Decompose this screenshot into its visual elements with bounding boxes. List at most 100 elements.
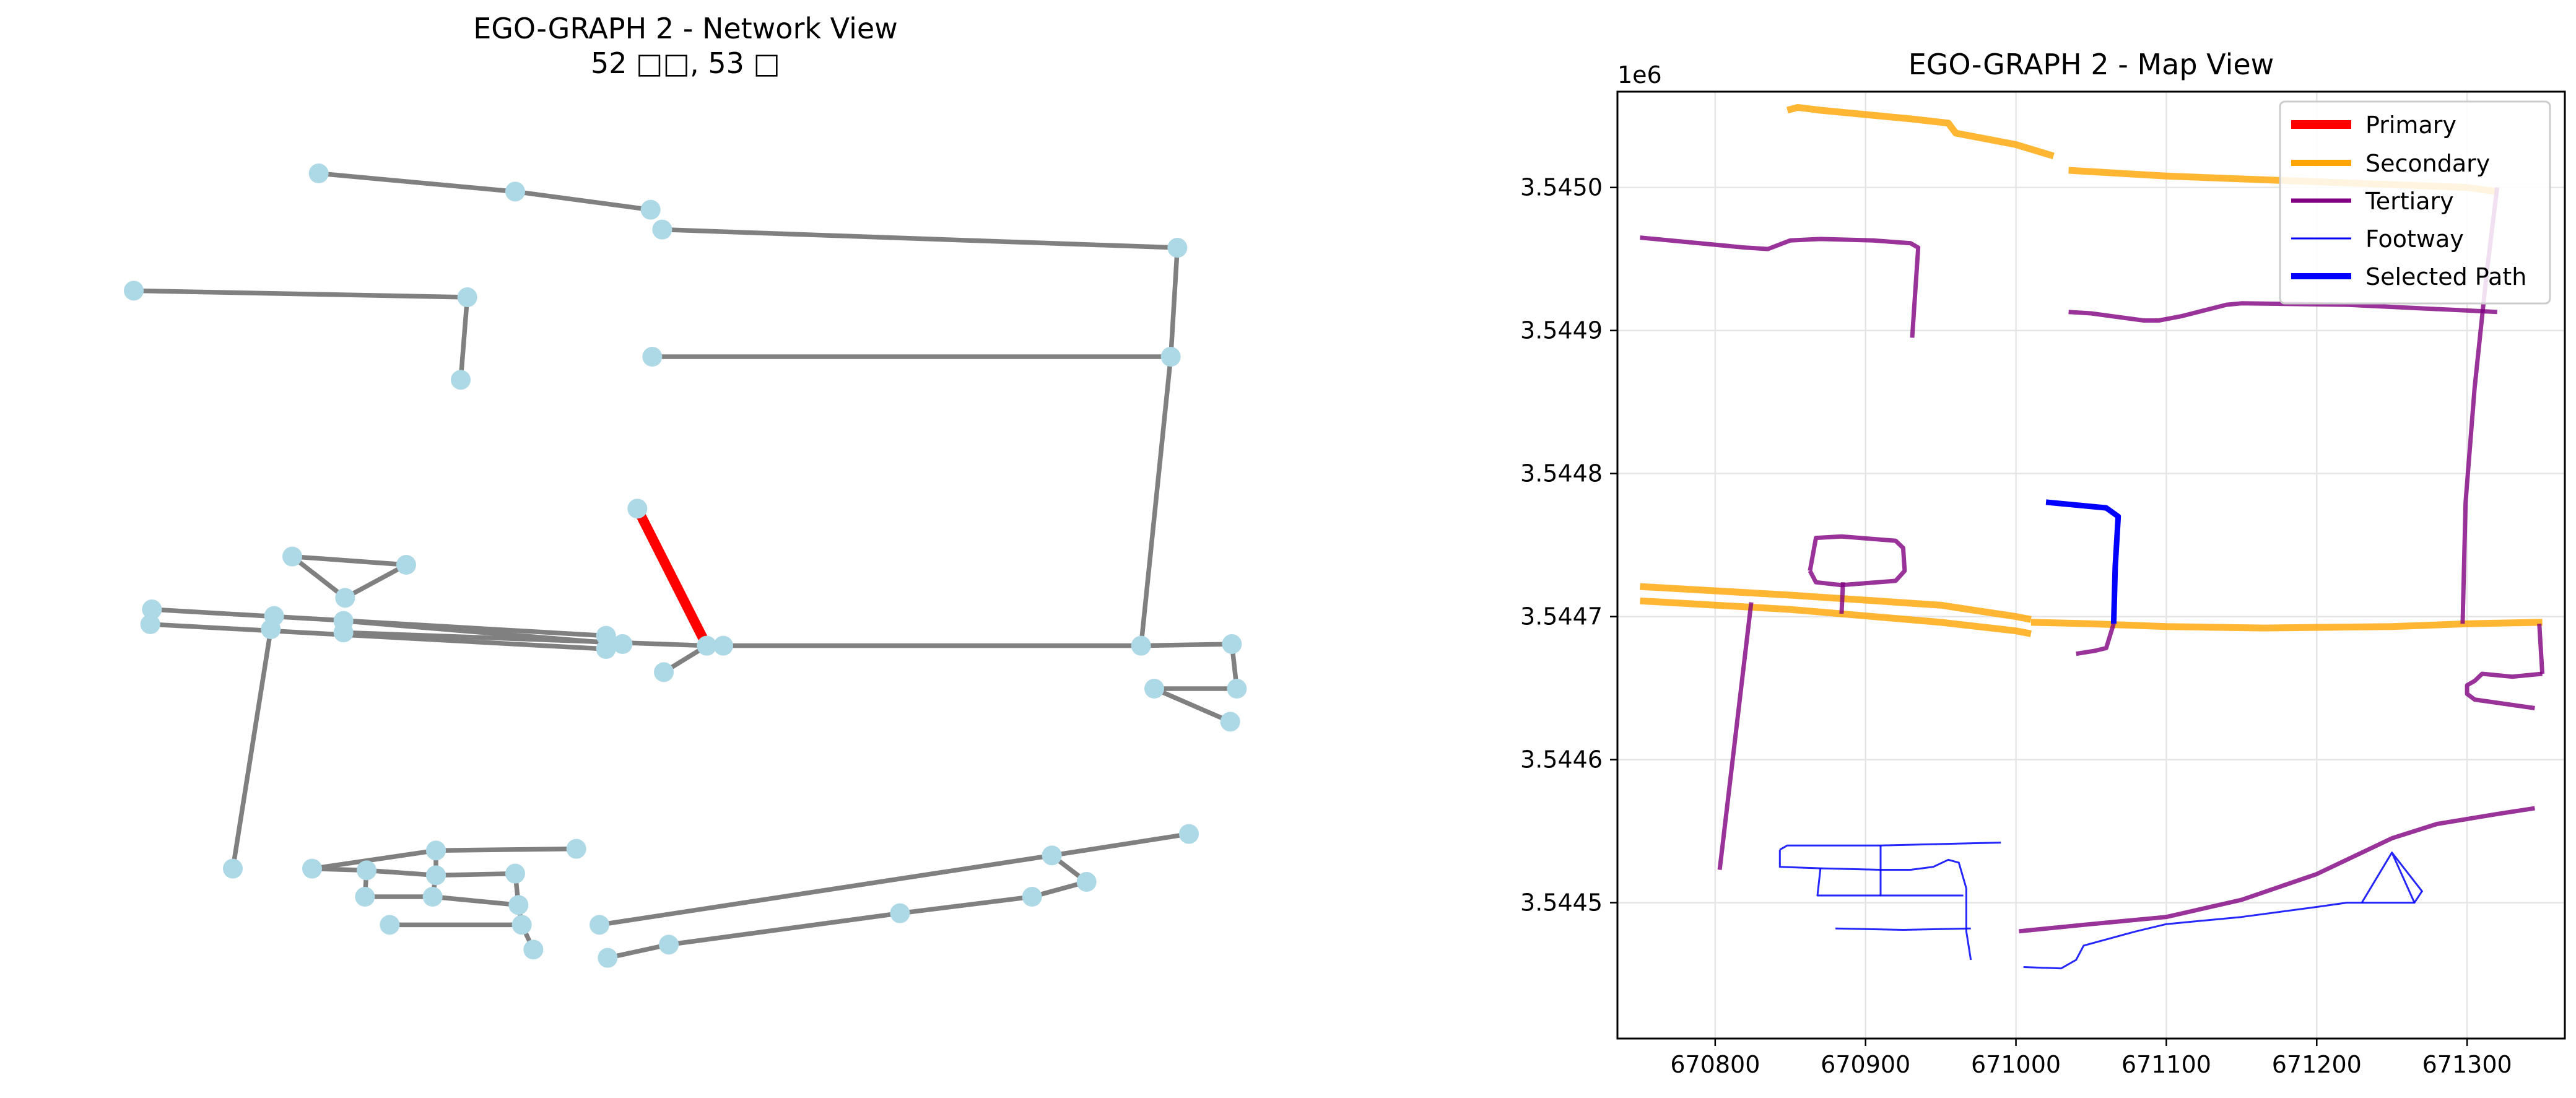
- network-edge: [513, 189, 653, 212]
- network-node: [713, 635, 734, 656]
- network-edge: [605, 942, 671, 961]
- network-node: [1167, 238, 1188, 258]
- network-node: [422, 887, 443, 907]
- network-node: [335, 588, 355, 608]
- legend-label-secondary: Secondary: [2365, 150, 2490, 177]
- map-line-tertiary: [2537, 623, 2545, 674]
- network-node: [261, 619, 281, 640]
- network-node: [1179, 824, 1199, 844]
- x-tick-label: 671100: [2121, 1051, 2211, 1078]
- network-node: [697, 635, 717, 656]
- network-edge: [1138, 642, 1235, 648]
- network-node: [1022, 887, 1042, 907]
- network-node: [612, 634, 633, 655]
- map-line-footway: [1778, 850, 1967, 889]
- network-edge: [597, 853, 1055, 928]
- network-node: [627, 499, 648, 519]
- network-edge: [147, 622, 609, 651]
- network-node: [659, 935, 679, 955]
- network-edge: [458, 295, 470, 383]
- network-edge: [433, 871, 518, 878]
- map-axes-frame: [1616, 90, 2566, 1040]
- map-view-title: EGO-GRAPH 2 - Map View: [1908, 48, 2274, 81]
- network-edge: [341, 630, 710, 648]
- network-node: [598, 948, 618, 968]
- network-node: [1227, 679, 1247, 699]
- network-highlight-edges: [633, 506, 711, 648]
- map-line-tertiary: [2068, 301, 2497, 323]
- y-axis-ticks: 3.5445 3.5446 3.5447 3.5448 3.5449 3.5450: [1520, 174, 1617, 917]
- legend: Primary Secondary Tertiary Footway Selec…: [2279, 100, 2551, 305]
- map-line-footway: [1879, 845, 1964, 897]
- network-node: [523, 939, 544, 960]
- network-edge: [230, 627, 274, 871]
- y-tick-label: 3.5447: [1520, 603, 1603, 630]
- legend-label-primary: Primary: [2365, 111, 2456, 139]
- x-tick-label: 671000: [1971, 1051, 2061, 1078]
- legend-label-footway: Footway: [2365, 225, 2464, 253]
- network-node: [355, 887, 375, 907]
- network-node: [1144, 679, 1165, 699]
- network-node: [566, 839, 586, 859]
- map-line-footway: [2361, 852, 2423, 904]
- network-node: [308, 163, 329, 184]
- network-view-panel: EGO-GRAPH 2 - Network View 52 □□, 53 □: [124, 12, 1247, 968]
- map-line-tertiary: [2019, 806, 2535, 934]
- network-edge: [1138, 354, 1173, 648]
- y-tick-label: 3.5450: [1520, 174, 1603, 201]
- map-line-secondary: [1786, 103, 2055, 160]
- y-tick-label: 3.5445: [1520, 889, 1603, 917]
- map-line-secondary: [2030, 619, 2543, 632]
- map-line-tertiary: [2076, 623, 2116, 656]
- x-tick-label: 670900: [1821, 1051, 1910, 1078]
- y-tick-label: 3.5448: [1520, 460, 1603, 487]
- network-node: [380, 915, 400, 935]
- x-tick-label: 671200: [2272, 1051, 2362, 1078]
- y-tick-label: 3.5449: [1520, 317, 1603, 344]
- network-edge: [1049, 831, 1191, 858]
- map-line-tertiary: [1839, 582, 1845, 614]
- network-node: [282, 546, 303, 567]
- map-line-footway: [1965, 888, 1972, 961]
- network-node: [511, 915, 532, 935]
- network-node: [124, 281, 144, 301]
- map-line-footway: [1816, 868, 1881, 897]
- legend-label-tertiary: Tertiary: [2365, 188, 2454, 215]
- network-edge: [290, 554, 409, 567]
- map-view-panel: EGO-GRAPH 2 - Map View 1e6 670800 670900 6…: [1520, 48, 2566, 1078]
- network-node: [426, 865, 446, 886]
- network-node: [642, 347, 663, 367]
- network-edge: [430, 894, 521, 908]
- legend-box: [2279, 100, 2551, 305]
- network-node: [140, 614, 160, 635]
- network-edge: [342, 562, 409, 601]
- map-line-tertiary: [1640, 235, 1921, 338]
- network-node: [652, 219, 672, 240]
- network-node: [1131, 635, 1151, 656]
- network-edge: [659, 227, 1180, 250]
- network-node: [505, 181, 526, 202]
- network-node: [302, 858, 323, 879]
- map-line-footway: [1835, 927, 1971, 931]
- y-axis-offset-label: 1e6: [1617, 61, 1662, 89]
- network-node: [590, 915, 610, 935]
- network-view-subtitle: 52 □□, 53 □: [591, 46, 780, 80]
- network-highlight-edge: [633, 506, 711, 648]
- network-node: [396, 555, 417, 575]
- network-node: [508, 895, 529, 915]
- network-edge: [364, 868, 438, 878]
- network-node: [357, 860, 377, 881]
- map-line-secondary: [1640, 583, 2032, 623]
- network-node: [640, 199, 661, 220]
- map-line-footway: [1779, 842, 2001, 851]
- network-node: [1076, 872, 1097, 892]
- network-edge: [131, 288, 470, 300]
- map-line-secondary: [1640, 597, 2032, 637]
- network-node: [890, 903, 910, 923]
- network-edge: [310, 848, 438, 871]
- network-node: [223, 858, 243, 879]
- legend-label-selected-path: Selected Path: [2365, 263, 2526, 290]
- network-node: [596, 639, 616, 660]
- x-axis-ticks: 670800 670900 671000 671100 671200 671300: [1670, 1039, 2512, 1078]
